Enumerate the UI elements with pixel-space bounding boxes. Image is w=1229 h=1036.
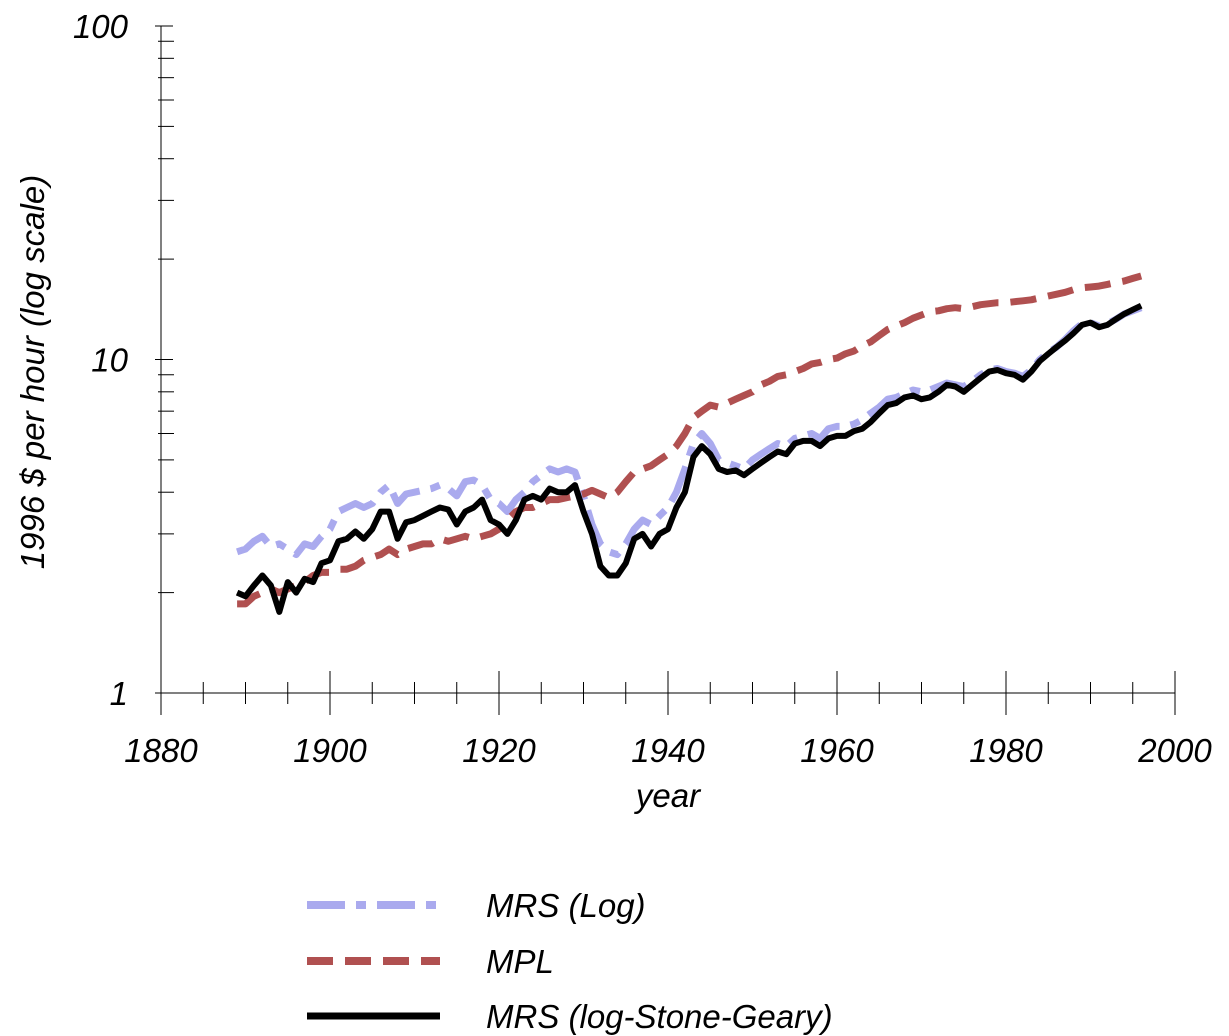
legend-label: MRS (Log) (486, 887, 646, 924)
y-axis-title: 1996 $ per hour (log scale) (14, 175, 51, 569)
y-tick-label: 10 (91, 342, 128, 379)
series-line-mrs-log-stone-geary (235, 302, 1143, 615)
legend: MRS (Log) MPL MRS (log-Stone-Geary) (307, 887, 833, 1035)
y-axis-ticks: 1 10 100 (73, 8, 174, 712)
y-tick-label: 100 (73, 8, 129, 45)
axis-lines (160, 26, 1175, 694)
x-tick-label: 1980 (969, 732, 1043, 769)
x-axis-ticks: 1880 1900 1920 1940 1960 1980 2000 (124, 671, 1212, 769)
series-line-mpl (237, 272, 1143, 608)
legend-label: MRS (log-Stone-Geary) (486, 998, 833, 1035)
legend-label: MPL (486, 943, 554, 980)
x-tick-label: 1940 (631, 732, 705, 769)
x-tick-label: 1880 (124, 732, 198, 769)
series-layer (235, 272, 1143, 615)
x-tick-label: 1900 (293, 732, 367, 769)
x-tick-label: 1960 (800, 732, 874, 769)
x-axis-title: year (634, 777, 702, 814)
x-tick-label: 1920 (462, 732, 536, 769)
x-tick-label: 2000 (1137, 732, 1212, 769)
y-tick-label: 1 (110, 675, 128, 712)
